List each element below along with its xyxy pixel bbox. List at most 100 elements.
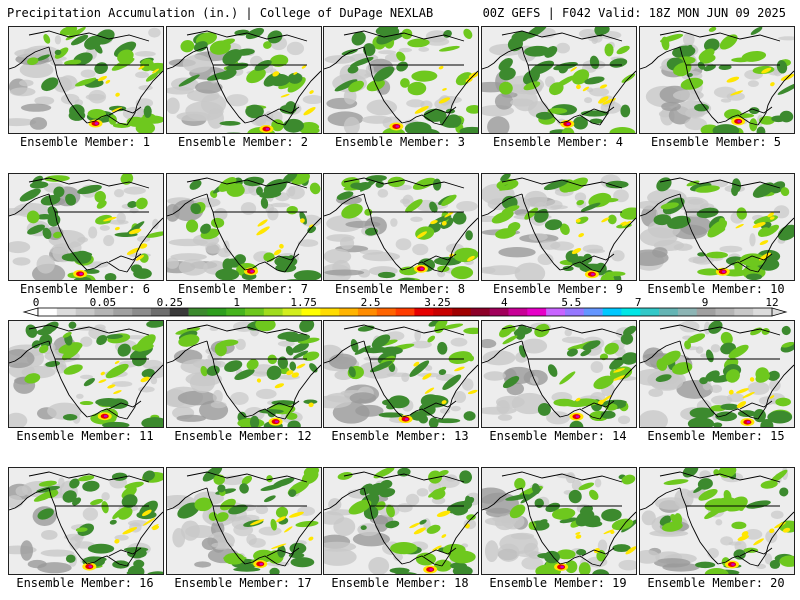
ensemble-member-label: Ensemble Member: 1 [19,135,151,149]
ensemble-member-label: Ensemble Member: 12 [174,429,312,443]
legend-swatch [75,308,95,316]
legend-tick-label: 0.05 [89,296,117,309]
legend-swatch [659,308,679,316]
ensemble-member-label: Ensemble Member: 17 [174,576,312,590]
legend-swatch [376,308,396,316]
precip-map [324,27,478,133]
ensemble-map-panel [8,320,164,428]
precip-map [324,321,478,427]
legend-swatch [150,308,171,316]
legend-swatch [320,308,340,316]
ensemble-map-panel [323,467,479,575]
legend-swatch [357,308,378,316]
legend-swatch [132,308,152,316]
legend-swatch [38,308,58,316]
ensemble-member-label: Ensemble Member: 18 [331,576,469,590]
precip-map [640,321,794,427]
ensemble-map-panel [166,467,322,575]
ensemble-map-panel [8,467,164,575]
ensemble-member-label: Ensemble Member: 9 [492,282,624,296]
legend-swatch [282,308,302,316]
legend-tick-label: 9 [701,296,709,309]
legend-swatch [207,308,227,316]
legend-swatch [94,308,114,316]
ensemble-map-panel [323,320,479,428]
ensemble-member-label: Ensemble Member: 8 [334,282,466,296]
precip-map [9,468,163,574]
legend-swatch [395,308,415,316]
legend-swatch [226,308,246,316]
legend-swatch [715,308,735,316]
legend-swatch [263,308,283,316]
legend-tick-label: 12 [765,296,779,309]
legend-swatch [113,308,133,316]
legend-colorbar [22,307,788,317]
legend-swatch [433,308,453,316]
precip-map [482,321,636,427]
page-title: Precipitation Accumulation (in.) | Colle… [7,6,434,20]
ensemble-member-label: Ensemble Member: 15 [647,429,785,443]
legend-swatch [734,308,754,316]
legend-tick-label: 0 [32,296,40,309]
legend-swatch [452,308,472,316]
legend-tick-label: 1 [233,296,241,309]
ensemble-map-panel [323,26,479,134]
precip-map [9,27,163,133]
ensemble-map-panel [639,173,795,281]
precip-map [167,174,321,280]
ensemble-member-label: Ensemble Member: 3 [334,135,466,149]
header-bar: Precipitation Accumulation (in.) | Colle… [0,0,800,24]
legend-swatch [621,308,641,316]
ensemble-map-panel [481,320,637,428]
precip-map [9,174,163,280]
ensemble-map-panel [8,173,164,281]
ensemble-map-panel [639,467,795,575]
precip-legend: 0 0.05 0.25 1 1.75 2.5 3.25 4 5.5 7 9 12 [0,296,800,318]
ensemble-member-label: Ensemble Member: 7 [177,282,309,296]
ensemble-member-label: Ensemble Member: 14 [489,429,627,443]
legend-swatch [245,308,265,316]
ensemble-member-label: Ensemble Member: 2 [177,135,309,149]
ensemble-member-label: Ensemble Member: 6 [19,282,151,296]
ensemble-map-panel [166,26,322,134]
precip-map [640,174,794,280]
legend-swatch [640,308,660,316]
ensemble-map-panel [639,320,795,428]
ensemble-map-panel [481,467,637,575]
legend-tick-label: 5.5 [561,296,582,309]
precip-map [167,321,321,427]
ensemble-member-label: Ensemble Member: 16 [16,576,154,590]
ensemble-map-panel [8,26,164,134]
ensemble-map-panel [639,26,795,134]
legend-swatch [56,308,76,316]
legend-swatch [696,308,716,316]
run-info: 00Z GEFS | F042 Valid: 18Z MON JUN 09 20… [482,6,786,20]
ensemble-member-label: Ensemble Member: 5 [650,135,782,149]
legend-tick-label: 2.5 [360,296,381,309]
legend-tick-label: 1.75 [290,296,317,309]
ensemble-map-panel [481,173,637,281]
ensemble-member-label: Ensemble Member: 20 [647,576,785,590]
ensemble-map-panel [323,173,479,281]
precip-map [9,321,163,427]
legend-swatch [489,308,509,316]
legend-swatch [564,308,585,316]
precip-map [482,27,636,133]
ensemble-member-label: Ensemble Member: 13 [331,429,469,443]
legend-swatch [301,308,321,316]
ensemble-map-panel [166,320,322,428]
ensemble-member-label: Ensemble Member: 10 [647,282,785,296]
ensemble-map-panel [481,26,637,134]
legend-swatch [508,308,528,316]
legend-swatch [339,308,359,316]
legend-swatch [677,308,698,316]
ensemble-member-label: Ensemble Member: 19 [489,576,627,590]
legend-swatch [169,308,189,316]
legend-tick-label: 7 [634,296,642,309]
legend-swatch [414,308,434,316]
legend-swatch [188,308,208,316]
legend-swatch [470,308,490,316]
legend-swatch [583,308,603,316]
precip-map [324,174,478,280]
precip-map [482,468,636,574]
